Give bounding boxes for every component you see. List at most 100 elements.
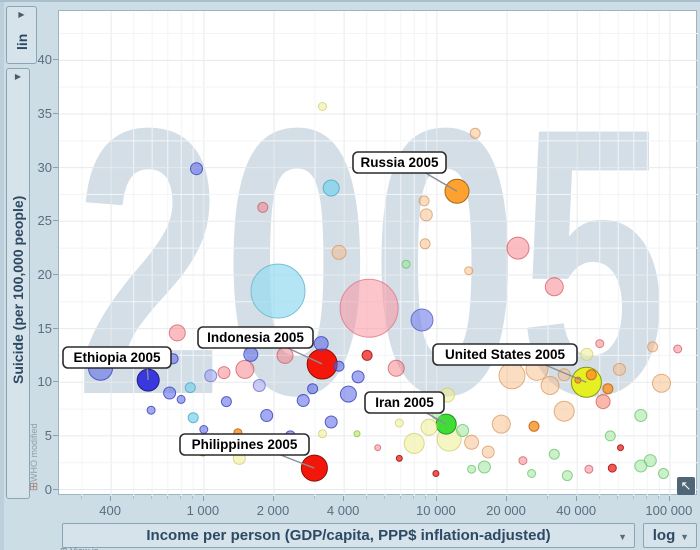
- bubble[interactable]: [374, 444, 382, 452]
- bubble[interactable]: [420, 418, 438, 436]
- bubble[interactable]: [604, 430, 616, 442]
- y-scale-selector[interactable]: ▶ lin: [6, 6, 37, 64]
- bubble[interactable]: [464, 266, 474, 276]
- y-axis-selector[interactable]: ▶ Suicide (per 100,000 people): [6, 68, 30, 499]
- bubble[interactable]: [146, 405, 156, 415]
- bubble[interactable]: [540, 376, 560, 395]
- x-scale-selector[interactable]: log ▼: [643, 523, 697, 548]
- country-label[interactable]: Ethiopia 2005: [62, 346, 172, 369]
- bubble[interactable]: [518, 456, 528, 466]
- bubble[interactable]: [339, 385, 357, 403]
- bubble[interactable]: [190, 162, 203, 176]
- bubble[interactable]: [403, 432, 425, 454]
- bubble[interactable]: [410, 308, 434, 332]
- bubble[interactable]: [252, 379, 266, 392]
- bubble[interactable]: [419, 238, 431, 250]
- bubble[interactable]: [243, 346, 259, 362]
- bubble[interactable]: [322, 179, 340, 197]
- label-leader-line: [426, 412, 447, 425]
- bubble[interactable]: [395, 454, 403, 462]
- bubble[interactable]: [296, 394, 310, 407]
- bubble[interactable]: [331, 244, 347, 260]
- bubble[interactable]: [324, 415, 338, 429]
- bubble[interactable]: [584, 464, 594, 474]
- bubble[interactable]: [477, 460, 491, 474]
- bubble[interactable]: [419, 208, 433, 222]
- bubble[interactable]: [187, 412, 199, 424]
- bubble[interactable]: [318, 102, 327, 111]
- bubble-philippines-2005[interactable]: [300, 454, 328, 482]
- bubble[interactable]: [544, 277, 564, 297]
- bubble[interactable]: [333, 360, 345, 372]
- bubble[interactable]: [595, 394, 611, 410]
- bubble[interactable]: [498, 362, 526, 390]
- bubble[interactable]: [617, 444, 624, 452]
- bubble[interactable]: [235, 359, 255, 379]
- bubble[interactable]: [353, 430, 361, 438]
- bubble[interactable]: [561, 470, 573, 482]
- bubble[interactable]: [527, 469, 537, 478]
- plot-area[interactable]: 2005 Russia 2005 Ethiopia 2005 Indonesia 20…: [58, 10, 698, 496]
- bubble[interactable]: [401, 259, 411, 269]
- bubble[interactable]: [464, 434, 480, 450]
- bubble[interactable]: [456, 424, 470, 437]
- bubble[interactable]: [184, 382, 196, 394]
- bubble[interactable]: [481, 445, 495, 459]
- country-label[interactable]: Philippines 2005: [179, 433, 310, 456]
- window-edge-strip: [0, 2, 4, 550]
- bubble[interactable]: [418, 195, 430, 207]
- x-scale-label: log: [652, 527, 676, 544]
- country-label[interactable]: Indonesia 2005: [197, 326, 314, 349]
- bubble[interactable]: [580, 347, 594, 361]
- bubble[interactable]: [673, 344, 683, 354]
- bubble[interactable]: [199, 425, 209, 434]
- country-label[interactable]: Russia 2005: [352, 151, 447, 174]
- bubble[interactable]: [307, 383, 319, 395]
- expander-arrow-icon[interactable]: ▶: [14, 72, 22, 81]
- bubble[interactable]: [585, 369, 597, 381]
- bubble[interactable]: [318, 429, 327, 439]
- bubble[interactable]: [613, 362, 626, 376]
- bubble[interactable]: [548, 448, 560, 460]
- x-axis-selector[interactable]: Income per person (GDP/capita, PPP$ infl…: [62, 523, 635, 548]
- bubble[interactable]: [595, 339, 605, 349]
- bubble[interactable]: [432, 470, 440, 477]
- country-label[interactable]: United States 2005: [432, 343, 578, 366]
- bubble[interactable]: [387, 359, 405, 377]
- bubble[interactable]: [467, 464, 477, 474]
- bubble[interactable]: [204, 369, 218, 383]
- expander-arrow-icon[interactable]: ▶: [18, 10, 25, 19]
- bubble[interactable]: [506, 236, 530, 260]
- bubble[interactable]: [469, 127, 481, 139]
- bubble[interactable]: [250, 263, 306, 319]
- bubble[interactable]: [339, 278, 399, 338]
- bubble[interactable]: [652, 373, 671, 393]
- bottom-left-note[interactable]: ⊞ View is: [60, 546, 98, 550]
- bubble[interactable]: [313, 336, 329, 352]
- bubble[interactable]: [528, 420, 540, 432]
- bubble[interactable]: [607, 463, 617, 473]
- bubble[interactable]: [168, 324, 186, 342]
- bubble[interactable]: [361, 349, 373, 361]
- bubble[interactable]: [220, 396, 232, 408]
- label-leader-line: [146, 367, 149, 381]
- bubble[interactable]: [257, 201, 269, 213]
- bubble[interactable]: [491, 414, 511, 434]
- bubble[interactable]: [351, 370, 365, 384]
- bubble[interactable]: [176, 394, 186, 404]
- grid-icon[interactable]: ⊞: [29, 481, 39, 493]
- bubble[interactable]: [647, 341, 659, 353]
- bubble[interactable]: [553, 400, 575, 422]
- bubble[interactable]: [658, 468, 669, 479]
- country-label[interactable]: Iran 2005: [364, 391, 445, 414]
- bubble[interactable]: [260, 409, 274, 422]
- bubble[interactable]: [217, 366, 231, 380]
- bubble-russia-2005[interactable]: [444, 178, 470, 204]
- bubble[interactable]: [634, 459, 648, 473]
- bubble[interactable]: [634, 409, 648, 422]
- bubble[interactable]: [602, 383, 614, 395]
- reset-zoom-button[interactable]: ↖: [677, 477, 695, 495]
- bubble[interactable]: [163, 386, 177, 400]
- bubble[interactable]: [394, 418, 404, 428]
